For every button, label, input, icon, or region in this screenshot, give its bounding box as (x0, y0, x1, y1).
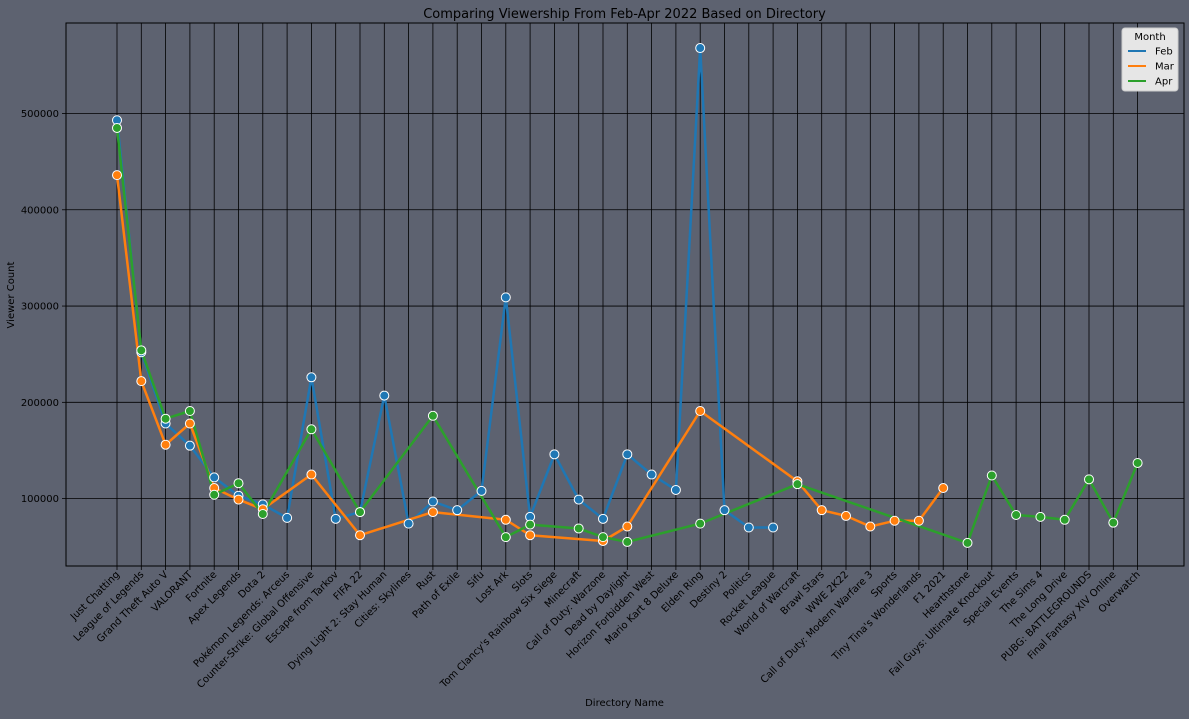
data-point-feb (330, 513, 341, 524)
data-point-mar (306, 469, 317, 480)
data-point-feb (184, 440, 195, 451)
data-point-apr (792, 479, 803, 490)
data-point-feb (452, 505, 463, 516)
data-point-apr (112, 122, 122, 133)
data-point-feb (427, 496, 438, 507)
legend-label-feb: Feb (1155, 47, 1173, 58)
data-point-apr (1084, 474, 1094, 485)
y-tick-label: 300000 (21, 302, 59, 313)
data-point-apr (962, 537, 973, 548)
data-point-feb (549, 449, 560, 460)
x-tick-label: Sifu (465, 569, 486, 590)
y-tick-label: 400000 (21, 205, 59, 216)
data-point-feb (598, 513, 608, 524)
data-point-feb (573, 494, 584, 505)
chart-title: Comparing Viewership From Feb-Apr 2022 B… (423, 7, 826, 22)
data-point-mar (112, 170, 122, 181)
y-tick-label: 200000 (21, 398, 59, 409)
data-point-apr (500, 532, 511, 543)
data-point-apr (598, 532, 608, 543)
marker-layer (112, 43, 1143, 548)
legend-label-apr: Apr (1155, 77, 1173, 88)
data-point-apr (257, 509, 268, 520)
data-point-apr (1132, 457, 1143, 468)
data-point-apr (306, 424, 317, 435)
data-point-mar (816, 505, 827, 516)
data-point-mar (355, 530, 365, 541)
legend-title: Month (1134, 32, 1165, 43)
data-point-feb (646, 469, 657, 480)
data-point-mar (913, 515, 924, 526)
data-point-feb (476, 485, 487, 496)
data-point-feb (500, 292, 511, 303)
data-point-apr (525, 519, 536, 530)
data-point-apr (1011, 509, 1022, 520)
legend-box (1121, 27, 1179, 92)
data-point-mar (184, 418, 195, 429)
data-point-apr (573, 523, 584, 534)
plot-area (65, 22, 1185, 567)
data-point-mar (500, 514, 511, 525)
data-point-mar (525, 530, 536, 541)
legend-label-mar: Mar (1155, 62, 1175, 73)
data-point-apr (986, 470, 997, 481)
data-point-mar (136, 376, 147, 387)
data-point-mar (841, 510, 851, 521)
data-point-apr (427, 410, 438, 421)
data-point-feb (622, 449, 633, 460)
data-point-apr (1035, 511, 1046, 522)
data-point-feb (209, 472, 220, 483)
y-tick-label: 100000 (21, 494, 59, 505)
data-point-mar (889, 515, 900, 526)
data-point-apr (184, 405, 195, 416)
y-ticks: 100000 200000 300000 400000 500000 (21, 109, 66, 505)
data-point-feb (743, 522, 754, 533)
data-point-apr (1059, 514, 1070, 525)
data-point-apr (355, 507, 365, 518)
y-axis-label: Viewer Count (6, 261, 17, 328)
data-point-apr (233, 478, 244, 489)
data-point-feb (695, 43, 706, 54)
data-point-apr (160, 413, 171, 424)
data-point-mar (427, 507, 438, 518)
data-point-feb (670, 484, 681, 495)
legend-entries: Feb Mar Apr (1128, 47, 1175, 88)
data-point-apr (136, 345, 147, 356)
data-point-mar (160, 439, 171, 450)
legend: Month Feb Mar Apr (1121, 27, 1179, 92)
series-line-feb (115, 46, 774, 529)
data-point-mar (865, 521, 876, 532)
data-point-apr (622, 536, 633, 547)
y-tick-label: 500000 (21, 109, 59, 120)
data-point-feb (379, 390, 390, 401)
data-point-apr (209, 489, 220, 500)
data-point-mar (695, 405, 706, 416)
x-axis-label: Directory Name (585, 698, 664, 709)
data-point-mar (622, 521, 633, 532)
data-point-feb (719, 505, 730, 516)
data-point-feb (306, 372, 317, 383)
data-point-feb (768, 522, 779, 533)
data-point-feb (403, 518, 414, 529)
data-point-apr (1108, 517, 1119, 528)
data-point-apr (695, 518, 706, 529)
data-point-feb (282, 512, 293, 523)
data-point-mar (938, 483, 949, 494)
data-point-mar (233, 494, 244, 505)
